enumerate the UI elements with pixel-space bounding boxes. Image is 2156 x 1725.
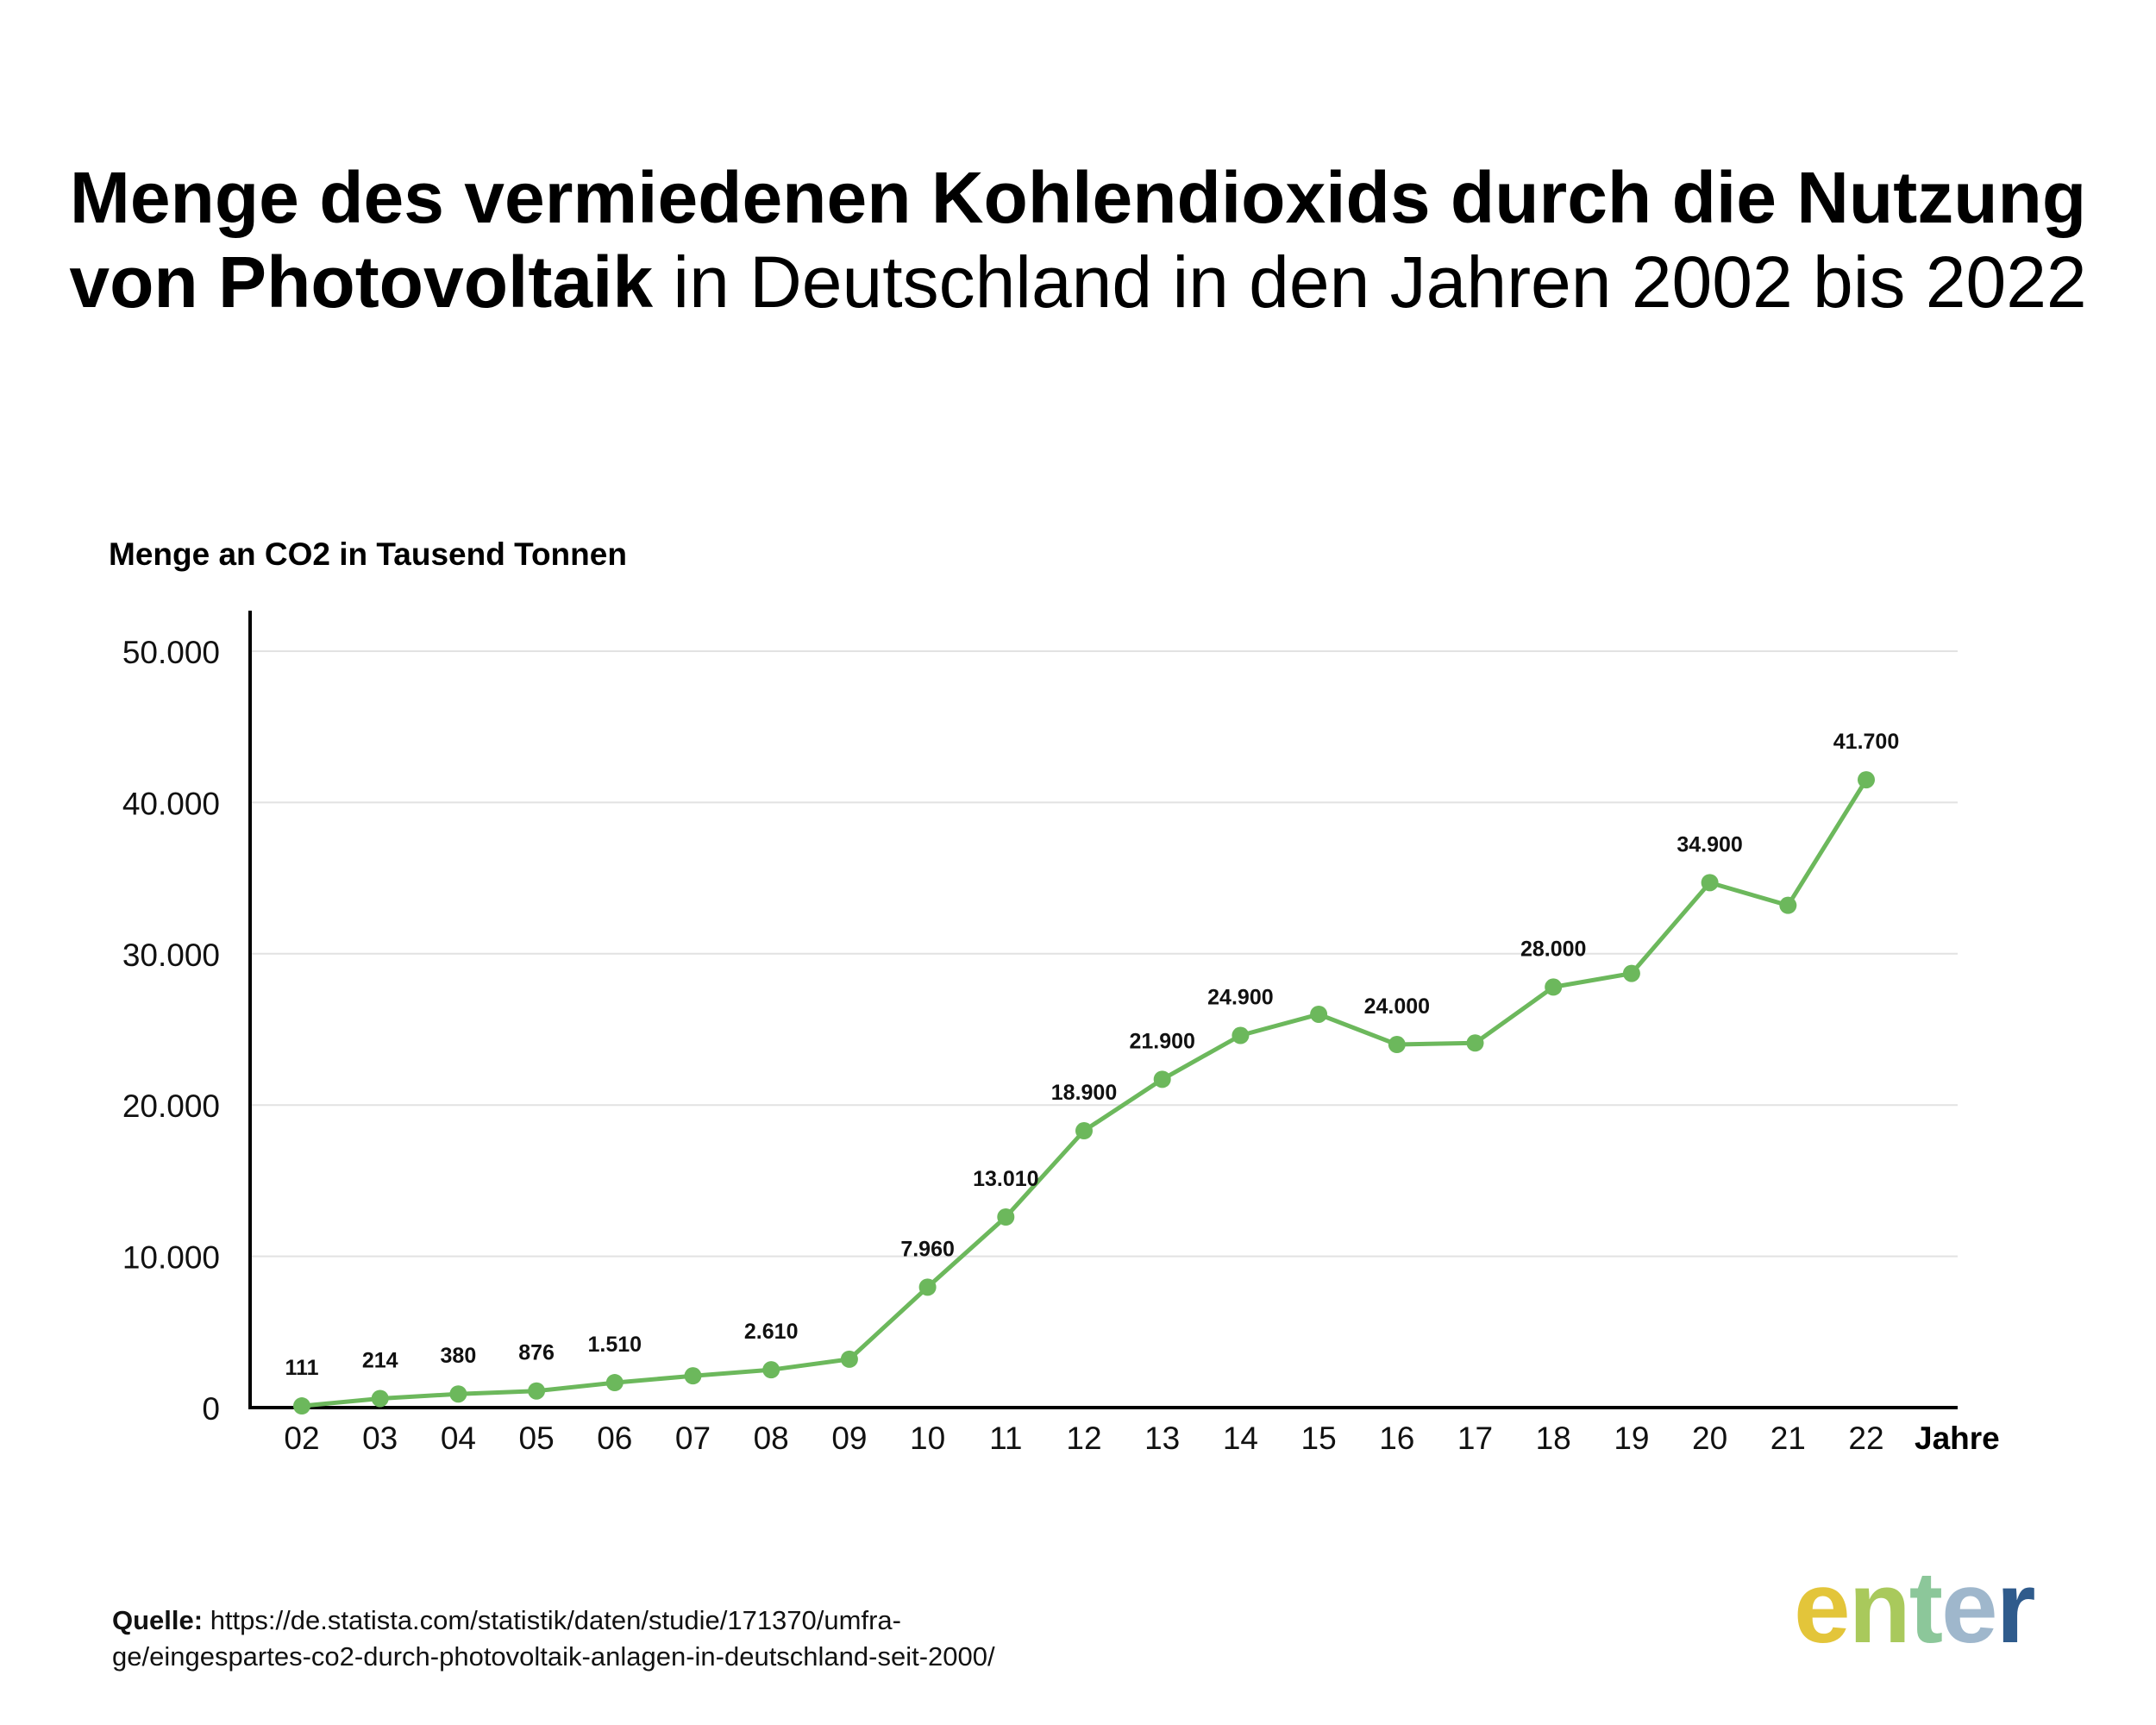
- data-label: 41.700: [1833, 730, 1899, 754]
- logo-letter: r: [1996, 1551, 2036, 1665]
- data-label: 13.010: [973, 1167, 1038, 1191]
- x-axis-label: Jahre: [1915, 1421, 2000, 1456]
- data-label: 214: [362, 1348, 398, 1372]
- data-point: [1310, 1005, 1328, 1023]
- x-tick-label: 10: [910, 1421, 945, 1456]
- gridlines: [250, 650, 1958, 1258]
- data-point: [918, 1278, 937, 1296]
- x-tick-label: 12: [1066, 1421, 1101, 1456]
- x-tick-label: 11: [989, 1421, 1022, 1456]
- data-label: 1.510: [588, 1333, 642, 1357]
- data-point: [1701, 874, 1719, 892]
- y-tick-label: 10.000: [122, 1240, 220, 1276]
- y-tick-label: 50.000: [122, 635, 220, 670]
- data-label: 111: [285, 1356, 319, 1380]
- data-point: [528, 1382, 546, 1400]
- data-label: 34.900: [1677, 832, 1742, 856]
- data-point: [1153, 1070, 1171, 1088]
- data-label: 2.610: [744, 1320, 799, 1344]
- x-tick-label: 21: [1771, 1421, 1806, 1456]
- x-tick-label: 02: [284, 1421, 319, 1456]
- x-tick-label: 20: [1692, 1421, 1727, 1456]
- data-point: [1622, 964, 1640, 982]
- x-axis-ticks: 02 03 04 05 06 07 08 09 10 11 12 13 14 15 16 17 18 19 20 21…: [284, 1421, 1883, 1456]
- x-tick-label: 06: [597, 1421, 632, 1456]
- data-label: 24.000: [1364, 994, 1430, 1019]
- logo-letter: n: [1848, 1551, 1911, 1665]
- enter-logo: enter: [1794, 1551, 2036, 1665]
- x-tick-label: 15: [1301, 1421, 1337, 1456]
- x-tick-label: 09: [831, 1421, 867, 1456]
- chart-title-bold: Menge des vermiedenen Kohlendioxids durc…: [69, 157, 2087, 323]
- data-label: 21.900: [1129, 1029, 1194, 1053]
- x-tick-label: 07: [675, 1421, 711, 1456]
- y-tick-label: 40.000: [122, 786, 220, 821]
- y-tick-label: 20.000: [122, 1088, 220, 1124]
- logo-letter: t: [1908, 1551, 1943, 1665]
- logo-letter: e: [1941, 1551, 1998, 1665]
- x-tick-label: 16: [1379, 1421, 1414, 1456]
- data-point: [371, 1389, 389, 1408]
- x-tick-label: 22: [1848, 1421, 1883, 1456]
- data-point: [293, 1397, 310, 1415]
- data-label: 380: [441, 1344, 477, 1368]
- data-label: 28.000: [1520, 937, 1586, 961]
- data-label: 876: [518, 1341, 555, 1365]
- data-point: [684, 1367, 702, 1385]
- x-tick-label: 13: [1144, 1421, 1180, 1456]
- data-point: [1858, 771, 1875, 789]
- data-label: 24.900: [1207, 986, 1273, 1010]
- data-point: [1075, 1122, 1093, 1140]
- y-axis-label: Menge an CO2 in Tausend Tonnen: [109, 536, 627, 572]
- source-link-line2[interactable]: ge/eingespartes-co2-durch-photovoltaik-a…: [112, 1641, 995, 1672]
- chart-title: Menge des vermiedenen Kohlendioxids durc…: [0, 155, 2156, 324]
- x-tick-label: 03: [362, 1421, 398, 1456]
- data-point: [1466, 1034, 1484, 1052]
- data-point: [840, 1350, 858, 1368]
- data-point: [762, 1361, 780, 1379]
- y-tick-label: 30.000: [122, 938, 220, 973]
- y-axis-ticks: 0 10.000 20.000 30.000 40.000 50.000: [122, 635, 220, 1427]
- x-tick-label: 19: [1614, 1421, 1649, 1456]
- data-points: [293, 771, 1875, 1415]
- data-point: [449, 1385, 467, 1403]
- chart-title-regular: in Deutschland in den Jahren 2002 bis 20…: [653, 242, 2087, 323]
- data-point: [1779, 896, 1797, 914]
- x-tick-label: 18: [1536, 1421, 1571, 1456]
- x-tick-label: 17: [1457, 1421, 1493, 1456]
- source-label: Quelle:: [112, 1605, 204, 1635]
- logo-letter: e: [1794, 1551, 1851, 1665]
- data-labels: 111 214 380 876 1.510 2.610 7.960 13.010 18.900 2…: [285, 730, 1900, 1380]
- data-point: [605, 1374, 624, 1392]
- data-point: [997, 1208, 1015, 1226]
- source-note: Quelle: https://de.statista.com/statisti…: [112, 1603, 1319, 1675]
- x-tick-label: 05: [519, 1421, 555, 1456]
- data-point: [1388, 1036, 1406, 1054]
- data-point: [1545, 978, 1563, 996]
- x-tick-label: 04: [441, 1421, 476, 1456]
- x-tick-label: 14: [1223, 1421, 1258, 1456]
- data-point: [1232, 1026, 1250, 1044]
- source-link-line1[interactable]: https://de.statista.com/statistik/daten/…: [203, 1605, 901, 1635]
- y-tick-label: 0: [202, 1391, 220, 1427]
- x-tick-label: 08: [754, 1421, 789, 1456]
- data-label: 7.960: [900, 1237, 955, 1261]
- data-label: 18.900: [1051, 1081, 1117, 1105]
